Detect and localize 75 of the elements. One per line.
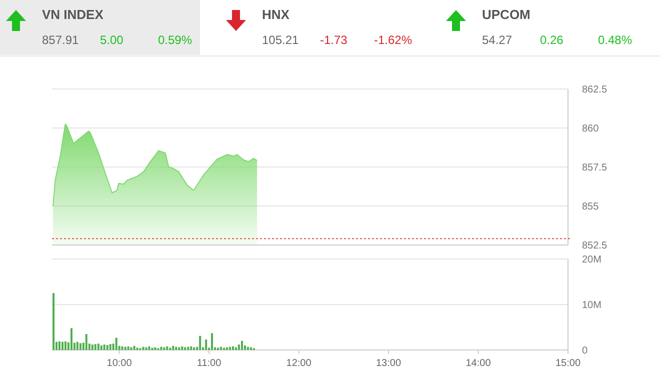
bar: [58, 341, 60, 350]
bar: [145, 347, 148, 350]
bar: [109, 344, 112, 350]
bar: [148, 346, 150, 350]
text: -1.62%: [374, 33, 412, 47]
bar: [199, 336, 202, 350]
bar: [127, 346, 130, 350]
bar: [103, 344, 106, 350]
bar: [142, 346, 144, 350]
text: 54.27: [482, 33, 512, 47]
bar: [64, 341, 66, 350]
bar: [166, 346, 168, 350]
bar: [184, 347, 186, 350]
bar: [133, 346, 136, 350]
bar: [154, 347, 156, 350]
bar: [100, 345, 102, 350]
bar: [220, 346, 222, 350]
bar: [226, 347, 228, 350]
bar: [163, 347, 166, 350]
bar: [52, 293, 55, 350]
bar: [190, 346, 192, 350]
bar: [160, 346, 162, 350]
x-tick-label: 13:00: [376, 358, 402, 369]
bar: [91, 344, 94, 350]
bar: [130, 347, 132, 350]
x-tick-label: 10:00: [106, 358, 132, 369]
y-tick-label: 20M: [582, 254, 602, 266]
bar: [62, 342, 64, 350]
bar: [124, 346, 126, 350]
x-tick-label: 12:00: [286, 358, 312, 369]
x-tick-label: 15:00: [555, 358, 581, 369]
bar: [181, 346, 184, 350]
bar: [79, 343, 82, 350]
bar: [172, 346, 174, 350]
bar: [121, 346, 124, 350]
category-label: VN INDEX: [42, 7, 104, 22]
category-label: HNX: [262, 7, 290, 22]
bar: [94, 344, 96, 350]
x-tick-label: 11:00: [196, 358, 222, 369]
text: 5.00: [100, 33, 124, 47]
bar: [70, 328, 72, 350]
bar: [234, 347, 237, 350]
text: -1.73: [320, 33, 348, 47]
y-tick-label: 855: [582, 202, 600, 212]
bar: [205, 340, 208, 350]
x-tick-label: 14:00: [466, 358, 492, 369]
bar: [85, 334, 88, 350]
bar: [240, 340, 243, 350]
y-tick-label: 0: [582, 346, 588, 356]
text: 0.26: [540, 33, 564, 47]
bar: [211, 333, 214, 350]
bar: [76, 342, 78, 350]
y-tick-label: 857.5: [582, 162, 608, 174]
bar: [244, 345, 246, 350]
bar: [175, 346, 178, 350]
bar: [228, 346, 231, 350]
bar: [238, 344, 240, 350]
bar: [193, 347, 196, 350]
bar: [246, 346, 249, 350]
y-tick-label: 862.5: [582, 84, 608, 96]
text: 857.91: [42, 33, 80, 47]
text: 105.21: [262, 33, 300, 47]
y-tick-label: 10M: [582, 300, 602, 311]
y-tick-label: 860: [582, 124, 600, 134]
bar: [250, 347, 252, 350]
y-tick-label: 852.5: [582, 240, 608, 252]
text: 0.48%: [598, 33, 632, 47]
bar: [232, 346, 234, 350]
category-label: UPCOM: [482, 7, 530, 22]
bar: [115, 338, 118, 350]
bar: [178, 347, 180, 350]
bar: [106, 344, 108, 350]
bar: [187, 346, 190, 350]
bar: [97, 344, 100, 350]
text: 0.59%: [158, 33, 192, 47]
